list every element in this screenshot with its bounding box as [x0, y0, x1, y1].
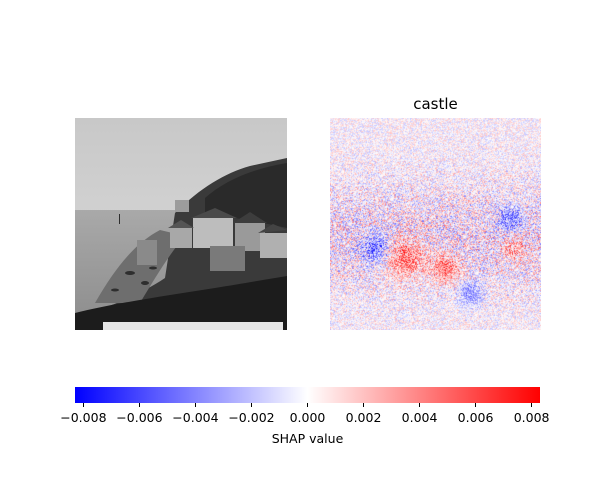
colorbar-tick-mark — [363, 403, 365, 407]
colorbar-tick-mark — [138, 403, 140, 407]
colorbar-tick-mark — [531, 403, 533, 407]
houses — [137, 200, 287, 271]
colorbar-tick-label: −0.008 — [60, 410, 107, 425]
colorbar-tick-label: 0.002 — [345, 410, 382, 425]
colorbar-tick-mark — [307, 403, 308, 407]
colorbar-tick-mark — [82, 403, 84, 407]
shap-heatmap-canvas — [330, 118, 541, 330]
shap-map — [330, 118, 541, 330]
colorbar-tick-label: 0.000 — [289, 410, 326, 425]
colorbar — [75, 387, 540, 403]
colorbar-tick-label: 0.004 — [401, 410, 438, 425]
colorbar-tick-mark — [250, 403, 252, 407]
original-image — [75, 118, 287, 330]
colorbar-tick-label: 0.008 — [513, 410, 550, 425]
colorbar-label: SHAP value — [271, 431, 344, 446]
colorbar-tick-label: −0.004 — [172, 410, 219, 425]
colorbar-tick-label: −0.006 — [116, 410, 163, 425]
colorbar-tick-mark — [194, 403, 196, 407]
colorbar-gradient — [75, 387, 540, 403]
boats — [111, 214, 157, 292]
panel-title: castle — [413, 95, 458, 113]
colorbar-tick-mark — [475, 403, 477, 407]
photo-svg — [75, 118, 287, 330]
colorbar-tick-mark — [419, 403, 421, 407]
colorbar-tick-label: 0.006 — [457, 410, 494, 425]
colorbar-tick-label: −0.002 — [228, 410, 275, 425]
